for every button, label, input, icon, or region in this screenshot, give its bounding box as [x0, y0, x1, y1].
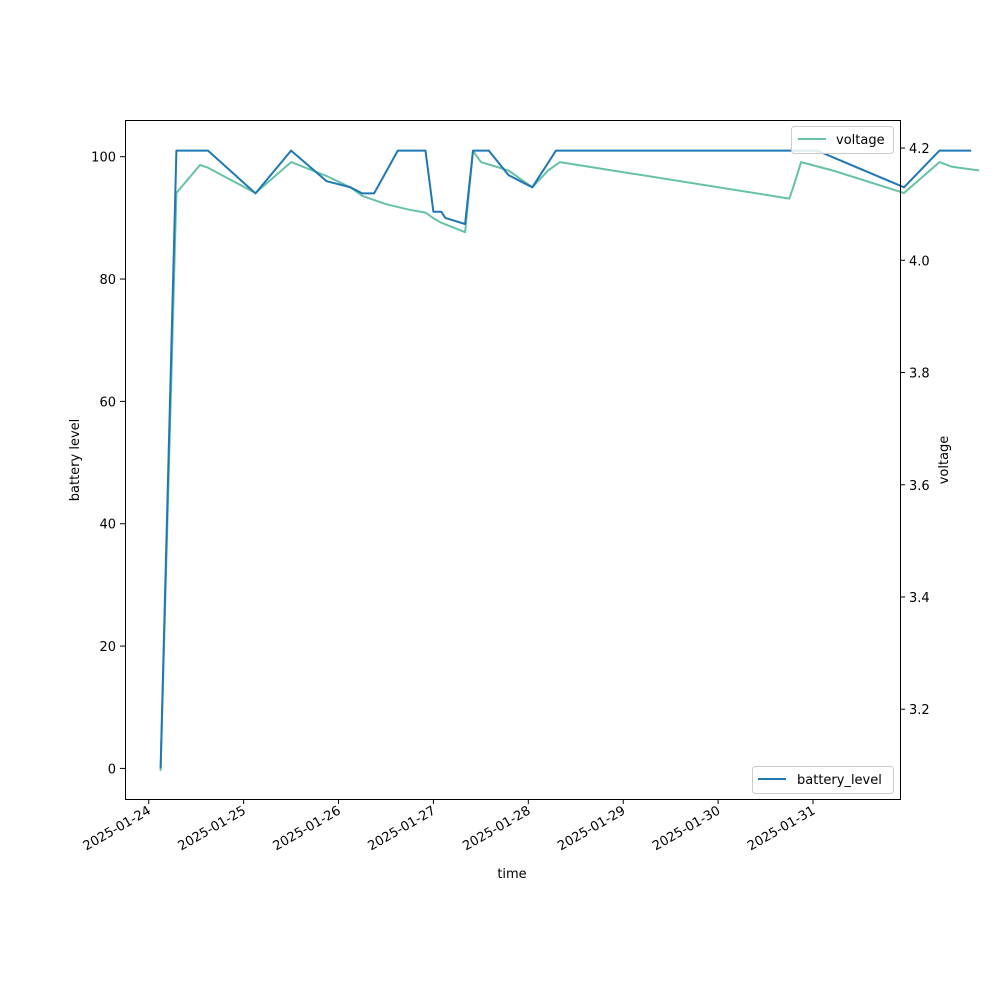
legend-battery-level: battery_level: [752, 766, 894, 794]
series-layer: [159, 149, 980, 771]
y-right-tick-label: 3.6: [909, 479, 930, 494]
y-right-tick-label: 3.8: [909, 367, 930, 382]
y-axis-right-title: voltage: [937, 436, 952, 485]
legend-voltage-box: [791, 126, 894, 154]
y-left-tick-label: 100: [91, 151, 116, 166]
y-left-tick-label: 80: [99, 273, 116, 288]
legend-battery-level-box: [752, 766, 894, 794]
y-axis-right: 3.2 3.4 3.6 3.8 4.0 4.2: [900, 142, 930, 718]
y-right-tick-label: 3.2: [909, 703, 930, 718]
plot-frame: [125, 120, 901, 800]
y-right-tick-label: 4.0: [909, 254, 930, 269]
y-axis-left-title: battery level: [68, 419, 83, 502]
y-right-tick-label: 4.2: [909, 142, 930, 157]
y-left-tick-label: 40: [99, 518, 116, 533]
y-axis-left: 0 20 40 60 80 100: [91, 151, 125, 777]
y-left-tick-label: 60: [99, 395, 116, 410]
x-axis-title: time: [497, 867, 526, 882]
legend-battery-level-label: battery_level: [797, 773, 882, 788]
legend-voltage: voltage: [791, 126, 894, 154]
series-line-voltage: [159, 149, 980, 771]
legend-voltage-label: voltage: [836, 133, 885, 148]
y-left-tick-label: 20: [99, 640, 116, 655]
y-right-tick-label: 3.4: [909, 591, 930, 606]
y-left-tick-label: 0: [108, 762, 116, 777]
series-line-battery-level: [159, 149, 972, 769]
